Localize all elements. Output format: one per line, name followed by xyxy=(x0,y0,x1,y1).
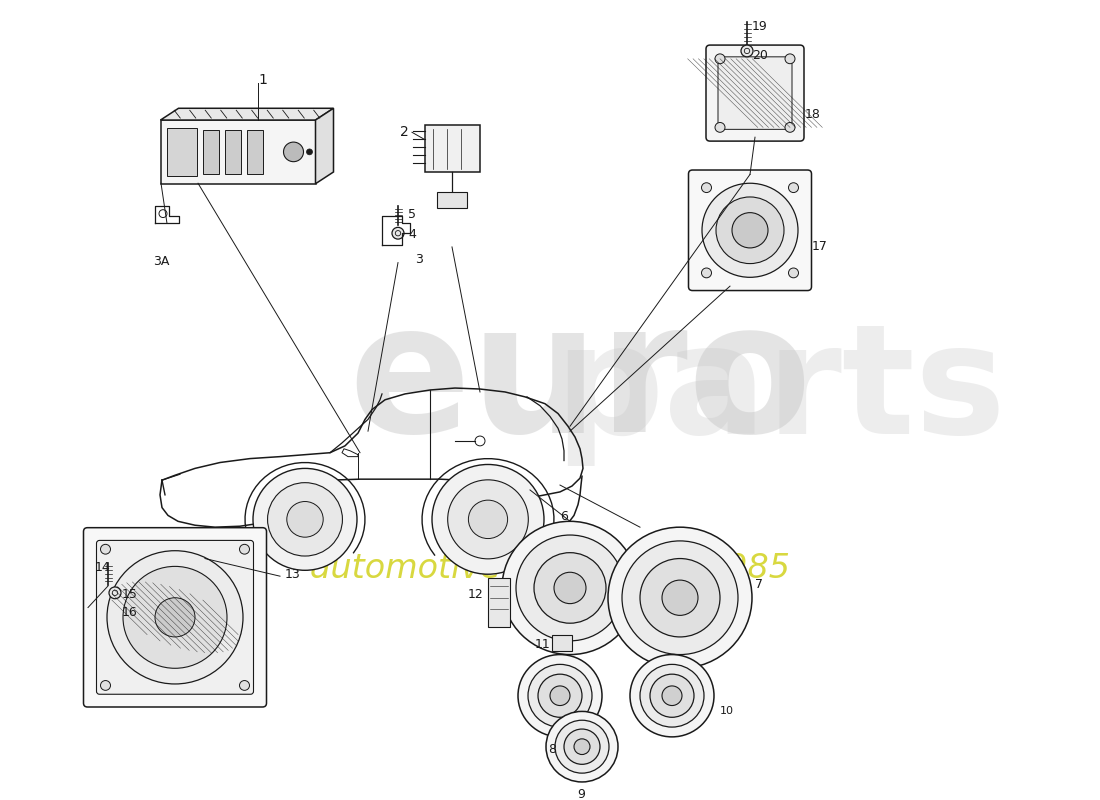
Circle shape xyxy=(640,664,704,727)
Text: 8: 8 xyxy=(548,742,556,756)
Circle shape xyxy=(284,142,304,162)
Bar xyxy=(552,635,572,650)
Circle shape xyxy=(287,502,323,537)
Circle shape xyxy=(392,227,404,239)
Bar xyxy=(437,192,468,208)
Text: 6: 6 xyxy=(560,510,568,522)
Circle shape xyxy=(155,598,195,637)
Circle shape xyxy=(574,739,590,754)
Text: 20: 20 xyxy=(752,49,768,62)
Text: automotive parts since 1985: automotive parts since 1985 xyxy=(310,552,790,585)
FancyBboxPatch shape xyxy=(97,541,253,694)
FancyBboxPatch shape xyxy=(718,57,792,130)
Circle shape xyxy=(253,468,358,570)
Circle shape xyxy=(789,268,799,278)
Bar xyxy=(202,130,219,174)
FancyBboxPatch shape xyxy=(689,170,812,290)
Text: 9: 9 xyxy=(578,788,585,800)
Text: 7: 7 xyxy=(755,578,763,591)
Text: 4: 4 xyxy=(408,228,416,242)
Circle shape xyxy=(640,558,720,637)
Circle shape xyxy=(785,122,795,132)
Circle shape xyxy=(702,182,712,193)
Circle shape xyxy=(528,664,592,727)
Text: 1: 1 xyxy=(258,74,267,87)
Circle shape xyxy=(546,711,618,782)
Text: 15: 15 xyxy=(122,588,138,601)
Bar xyxy=(166,128,197,176)
Circle shape xyxy=(469,500,507,538)
Circle shape xyxy=(240,544,250,554)
Circle shape xyxy=(716,197,784,263)
Polygon shape xyxy=(316,108,333,184)
Circle shape xyxy=(789,182,799,193)
Circle shape xyxy=(534,553,606,623)
Text: 3A: 3A xyxy=(153,254,169,268)
Circle shape xyxy=(608,527,752,668)
FancyBboxPatch shape xyxy=(706,45,804,141)
Circle shape xyxy=(715,54,725,64)
Text: 12: 12 xyxy=(468,588,484,601)
Circle shape xyxy=(715,122,725,132)
Text: 16: 16 xyxy=(122,606,138,618)
Circle shape xyxy=(307,149,312,155)
Text: parts: parts xyxy=(554,318,1005,466)
Circle shape xyxy=(741,45,754,57)
Circle shape xyxy=(240,681,250,690)
Circle shape xyxy=(109,587,121,598)
Circle shape xyxy=(785,54,795,64)
Circle shape xyxy=(518,654,602,737)
Circle shape xyxy=(630,654,714,737)
Circle shape xyxy=(662,580,698,615)
Circle shape xyxy=(100,681,110,690)
Circle shape xyxy=(448,480,528,559)
Circle shape xyxy=(556,720,609,773)
Circle shape xyxy=(702,268,712,278)
Text: 18: 18 xyxy=(805,108,821,121)
Text: 14: 14 xyxy=(95,561,111,574)
Text: 13: 13 xyxy=(285,568,300,582)
Bar xyxy=(246,130,263,174)
Text: 10: 10 xyxy=(720,706,734,715)
Circle shape xyxy=(564,729,600,764)
Circle shape xyxy=(516,535,624,641)
Text: 11: 11 xyxy=(535,638,551,651)
Circle shape xyxy=(650,674,694,718)
Bar xyxy=(161,120,316,184)
Text: 17: 17 xyxy=(812,240,828,253)
Bar xyxy=(224,130,241,174)
Circle shape xyxy=(502,522,638,654)
Circle shape xyxy=(662,686,682,706)
Circle shape xyxy=(267,482,342,556)
Text: 5: 5 xyxy=(408,208,416,221)
Circle shape xyxy=(107,550,243,684)
Polygon shape xyxy=(161,108,333,120)
Bar xyxy=(425,126,480,173)
Circle shape xyxy=(550,686,570,706)
Circle shape xyxy=(538,674,582,718)
Circle shape xyxy=(123,566,227,668)
Circle shape xyxy=(432,465,544,574)
Text: 3: 3 xyxy=(415,253,422,266)
Circle shape xyxy=(621,541,738,654)
Circle shape xyxy=(100,544,110,554)
FancyBboxPatch shape xyxy=(84,528,266,707)
Circle shape xyxy=(732,213,768,248)
Text: 2: 2 xyxy=(400,126,409,139)
Text: 19: 19 xyxy=(752,19,768,33)
Text: euro: euro xyxy=(348,294,812,470)
Circle shape xyxy=(554,572,586,604)
Circle shape xyxy=(702,183,798,278)
Bar xyxy=(488,578,510,627)
